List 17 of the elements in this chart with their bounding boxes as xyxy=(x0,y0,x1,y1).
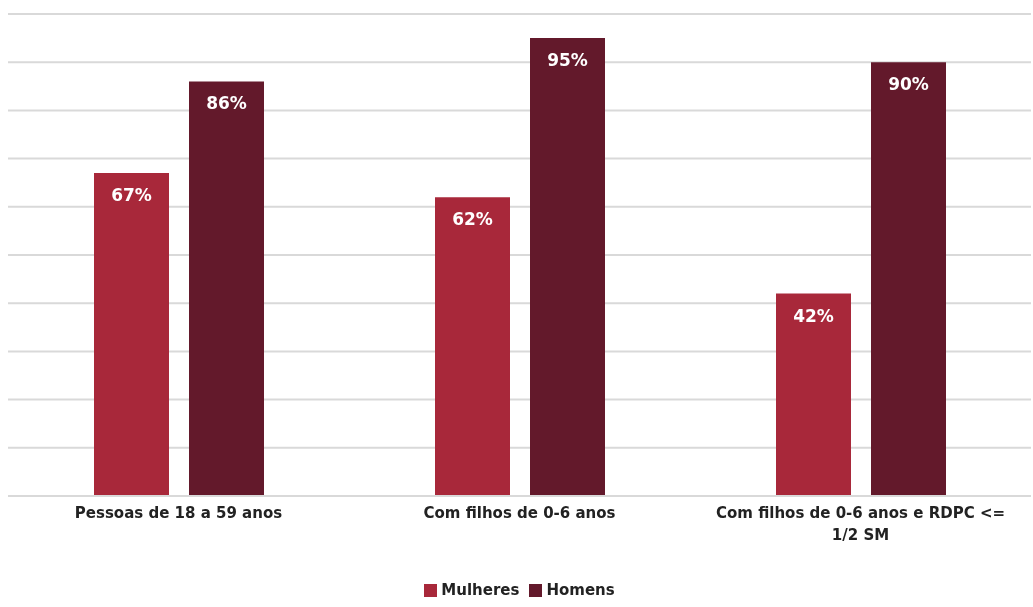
data-label: 62% xyxy=(452,209,493,230)
bar xyxy=(871,62,946,496)
bar xyxy=(94,173,169,496)
x-tick-label: Com filhos de 0-6 anos e RDPC <= 1/2 SM xyxy=(715,504,1006,544)
bar xyxy=(189,81,264,496)
x-tick-label: Com filhos de 0-6 anos xyxy=(423,504,616,522)
data-label: 42% xyxy=(793,305,834,326)
data-label: 86% xyxy=(206,93,247,114)
data-label: 67% xyxy=(111,185,152,206)
bar xyxy=(776,293,851,496)
data-label: 95% xyxy=(547,50,588,71)
legend-label: Homens xyxy=(545,581,615,599)
bar xyxy=(530,38,605,496)
bar xyxy=(435,197,510,496)
legend-label: Mulheres xyxy=(440,581,520,599)
x-tick-label: Pessoas de 18 a 59 anos xyxy=(74,504,283,522)
data-label: 90% xyxy=(888,74,929,95)
